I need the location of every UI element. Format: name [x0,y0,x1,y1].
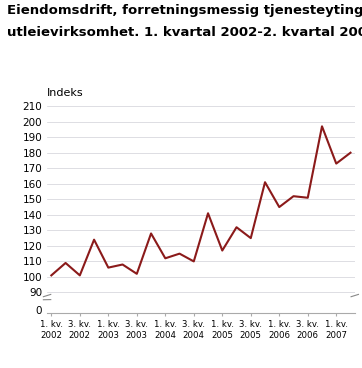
Text: Indeks: Indeks [47,88,84,98]
Text: Eiendomsdrift, forretningsmessig tjenesteyting og: Eiendomsdrift, forretningsmessig tjenest… [7,4,362,17]
Text: utleievirksomhet. 1. kvartal 2002-2. kvartal 2007: utleievirksomhet. 1. kvartal 2002-2. kva… [7,26,362,39]
